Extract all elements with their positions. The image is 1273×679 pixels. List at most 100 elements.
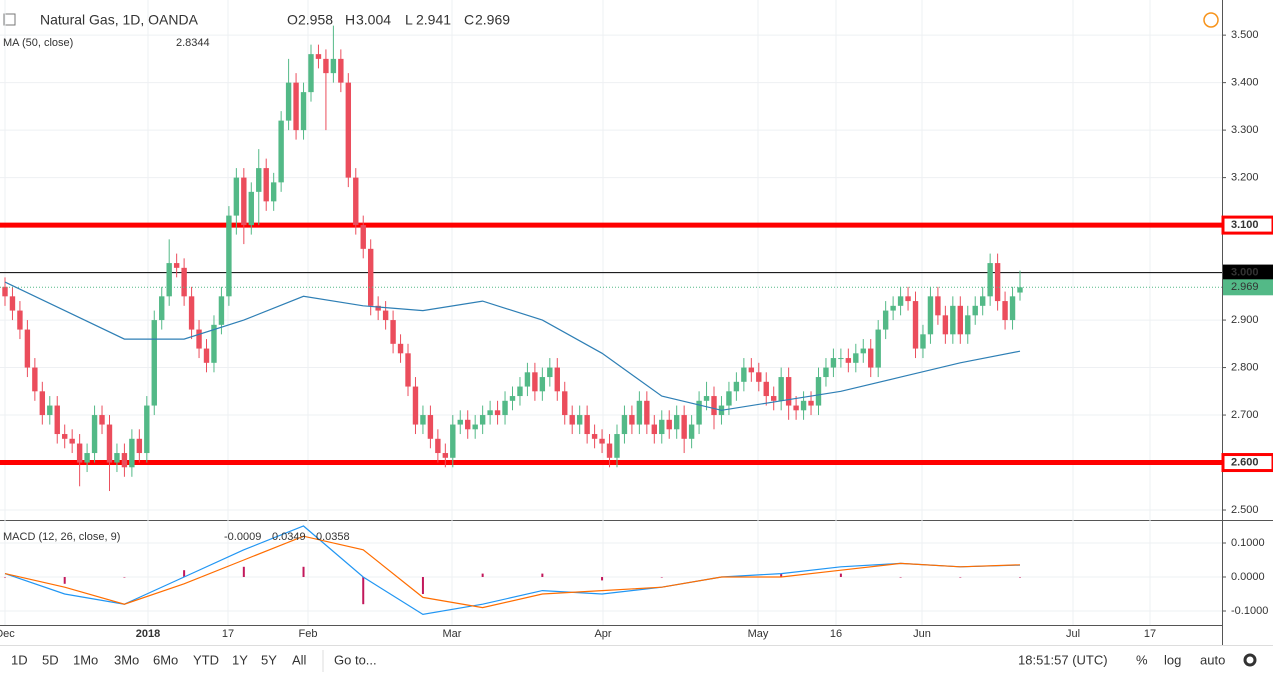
y-tick-label: 3.200 xyxy=(1231,172,1259,184)
macd-histogram-bar xyxy=(660,576,663,578)
candle-body xyxy=(517,386,523,397)
candle-body xyxy=(315,54,322,59)
candle-body xyxy=(1009,296,1016,321)
candle-body xyxy=(673,415,680,430)
candle-body xyxy=(838,358,844,360)
candle-body xyxy=(114,453,120,463)
candle-body xyxy=(17,310,23,330)
candle-body xyxy=(920,334,926,349)
candle-body xyxy=(427,415,434,439)
candle-body xyxy=(76,443,83,463)
candle-body xyxy=(748,367,755,373)
candle-body xyxy=(659,419,665,435)
macd-histogram-bar xyxy=(63,576,66,584)
macd-histogram-bar xyxy=(362,576,365,605)
macd-histogram-bar xyxy=(123,576,126,578)
candle-body xyxy=(741,367,747,382)
candle-body xyxy=(121,453,128,468)
range-button[interactable]: 5Y xyxy=(261,652,277,667)
scale-option[interactable]: % xyxy=(1136,652,1148,667)
candle-body xyxy=(733,381,740,392)
candle-body xyxy=(711,396,717,416)
scale-option[interactable]: log xyxy=(1164,652,1181,667)
x-tick-label: Dec xyxy=(0,628,15,640)
range-button[interactable]: 3Mo xyxy=(114,652,139,667)
range-button[interactable]: 1Mo xyxy=(73,652,98,667)
level-label: 3.000 xyxy=(1231,266,1259,278)
candle-body xyxy=(562,391,568,416)
macd-signal-value: 0.0358 xyxy=(316,531,350,543)
macd-histogram-bar xyxy=(302,566,305,577)
ohlc-key: H xyxy=(345,12,355,28)
ohlc-key: L xyxy=(405,12,413,28)
range-button[interactable]: 6Mo xyxy=(153,652,178,667)
candle-body xyxy=(808,400,814,406)
candle-body xyxy=(9,296,16,311)
candle-body xyxy=(584,415,590,435)
scale-option[interactable]: auto xyxy=(1200,652,1225,667)
candle-body xyxy=(576,415,583,425)
candle-body xyxy=(823,367,829,378)
range-button[interactable]: 1D xyxy=(11,652,28,667)
collapse-icon[interactable] xyxy=(3,13,16,26)
candle-body xyxy=(54,405,60,435)
candle-body xyxy=(726,391,732,406)
candle-body xyxy=(129,438,135,468)
candle-body xyxy=(591,434,598,439)
x-tick-label: Feb xyxy=(299,628,318,640)
candle-body xyxy=(875,329,881,368)
ohlc-value: 2.941 xyxy=(416,12,451,28)
symbol-title: Natural Gas, 1D, OANDA xyxy=(40,12,199,28)
candle-body xyxy=(621,415,628,435)
candle-body xyxy=(860,348,866,354)
candle-body xyxy=(420,415,426,425)
last-price-label: 2.969 xyxy=(1231,281,1259,293)
macd-histogram-bar xyxy=(183,570,186,577)
candle-body xyxy=(771,396,777,401)
macd-histogram-bar xyxy=(242,566,245,577)
candle-body xyxy=(375,305,381,311)
candle-body xyxy=(800,400,807,411)
ma-legend: MA (50, close) xyxy=(3,37,73,49)
candle-body xyxy=(397,343,404,354)
x-tick-label: 16 xyxy=(830,628,842,640)
candle-body xyxy=(450,424,456,458)
candle-body xyxy=(144,405,150,454)
candle-body xyxy=(308,54,314,93)
candle-body xyxy=(897,296,904,306)
macd-hist-value: -0.0009 xyxy=(224,531,261,543)
candle-body xyxy=(472,424,478,430)
candle-body xyxy=(353,177,359,226)
candle-body xyxy=(830,358,837,368)
y-tick-label: 0.1000 xyxy=(1231,537,1265,549)
range-button[interactable]: 5D xyxy=(42,652,59,667)
candle-body xyxy=(905,296,911,302)
level-label: 2.600 xyxy=(1231,456,1259,468)
candle-body xyxy=(435,438,441,454)
candle-body xyxy=(547,367,553,378)
candle-body xyxy=(203,348,210,363)
alert-icon[interactable] xyxy=(1203,12,1219,28)
range-button[interactable]: YTD xyxy=(193,652,219,667)
candle-body xyxy=(614,434,620,458)
range-button[interactable]: All xyxy=(292,652,307,667)
candle-body xyxy=(218,296,225,325)
settings-icon[interactable] xyxy=(1243,653,1257,667)
ma-line xyxy=(4,281,1021,411)
macd-histogram-bar xyxy=(839,573,842,577)
y-tick-label: 2.800 xyxy=(1231,361,1259,373)
candle-body xyxy=(845,358,852,363)
candle-body xyxy=(84,453,90,463)
candle-body xyxy=(890,305,896,311)
y-tick-label: 3.500 xyxy=(1231,29,1259,41)
candle-body xyxy=(32,367,38,392)
candle-body xyxy=(778,377,784,401)
goto-button[interactable]: Go to... xyxy=(334,652,377,667)
candle-body xyxy=(442,453,449,458)
candle-body xyxy=(666,419,672,430)
y-tick-label: 3.300 xyxy=(1231,124,1259,136)
candle-body xyxy=(927,296,934,335)
range-button[interactable]: 1Y xyxy=(232,652,248,667)
candle-body xyxy=(256,168,262,192)
candle-body xyxy=(853,353,859,363)
